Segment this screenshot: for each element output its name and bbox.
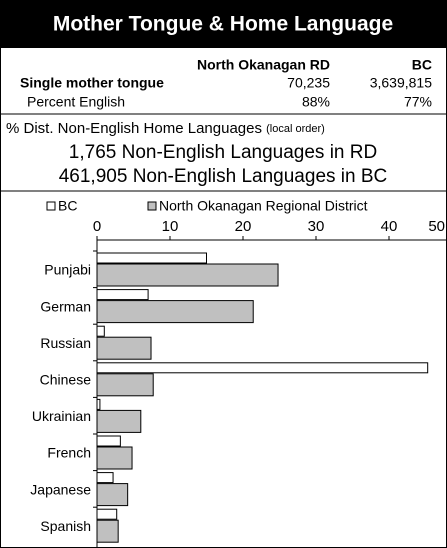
- legend-label: North Okanagan Regional District: [159, 198, 368, 214]
- bar: [96, 409, 142, 433]
- bar: [96, 472, 114, 484]
- cell: 70,235: [287, 75, 330, 91]
- bar: [96, 336, 152, 360]
- chart: BC North Okanagan Regional District 0 10 20 3…: [30, 198, 447, 548]
- bar: [96, 446, 133, 470]
- cell: 88%: [302, 94, 330, 110]
- header-bar: [0, 0, 447, 48]
- bar: [96, 519, 119, 543]
- y-tick-label: Chinese: [40, 372, 92, 388]
- title: Mother Tongue & Home Language: [53, 13, 393, 36]
- y-tick-label: Ukrainian: [32, 408, 91, 424]
- heading-note: (local order): [266, 123, 325, 135]
- bar: [96, 508, 118, 520]
- x-tick-label: 0: [93, 218, 101, 235]
- y-tick-label: French: [47, 445, 91, 461]
- cell: 3,639,815: [370, 75, 432, 91]
- x-tick-label: 30: [308, 218, 325, 235]
- row-label: Percent English: [27, 94, 125, 110]
- legend-swatch: [46, 201, 56, 211]
- bar: [96, 398, 101, 410]
- x-tick-label: 40: [381, 218, 398, 235]
- y-tick-label: German: [40, 298, 91, 314]
- cell: 77%: [404, 94, 432, 110]
- heading: % Dist. Non-English Home Languages: [6, 120, 262, 137]
- bar: [96, 325, 105, 337]
- bar: [96, 435, 121, 447]
- column-header: BC: [412, 57, 432, 73]
- legend-label: BC: [58, 198, 77, 214]
- y-tick-label: Spanish: [40, 518, 91, 534]
- row-label: Single mother tongue: [20, 75, 164, 91]
- y-tick-label: Japanese: [30, 481, 91, 497]
- y-tick-label: Punjabi: [44, 262, 91, 278]
- summary-line: 461,905 Non-English Languages in BC: [59, 166, 388, 187]
- y-tick-label: Russian: [40, 335, 91, 351]
- bar: [96, 373, 154, 397]
- x-tick-label: 20: [235, 218, 252, 235]
- x-tick-label: 50: [428, 218, 445, 235]
- column-header: North Okanagan RD: [197, 57, 330, 73]
- x-tick-label: 10: [162, 218, 179, 235]
- summary-line: 1,765 Non-English Languages in RD: [69, 142, 377, 163]
- bar: [96, 289, 149, 301]
- summary-heading: % Dist. Non-English Home Languages (loca…: [6, 120, 325, 137]
- bar: [96, 300, 254, 324]
- bar: [96, 362, 429, 374]
- bar: [96, 263, 279, 287]
- bar: [96, 483, 129, 507]
- legend-swatch: [147, 201, 157, 211]
- bar: [96, 252, 207, 264]
